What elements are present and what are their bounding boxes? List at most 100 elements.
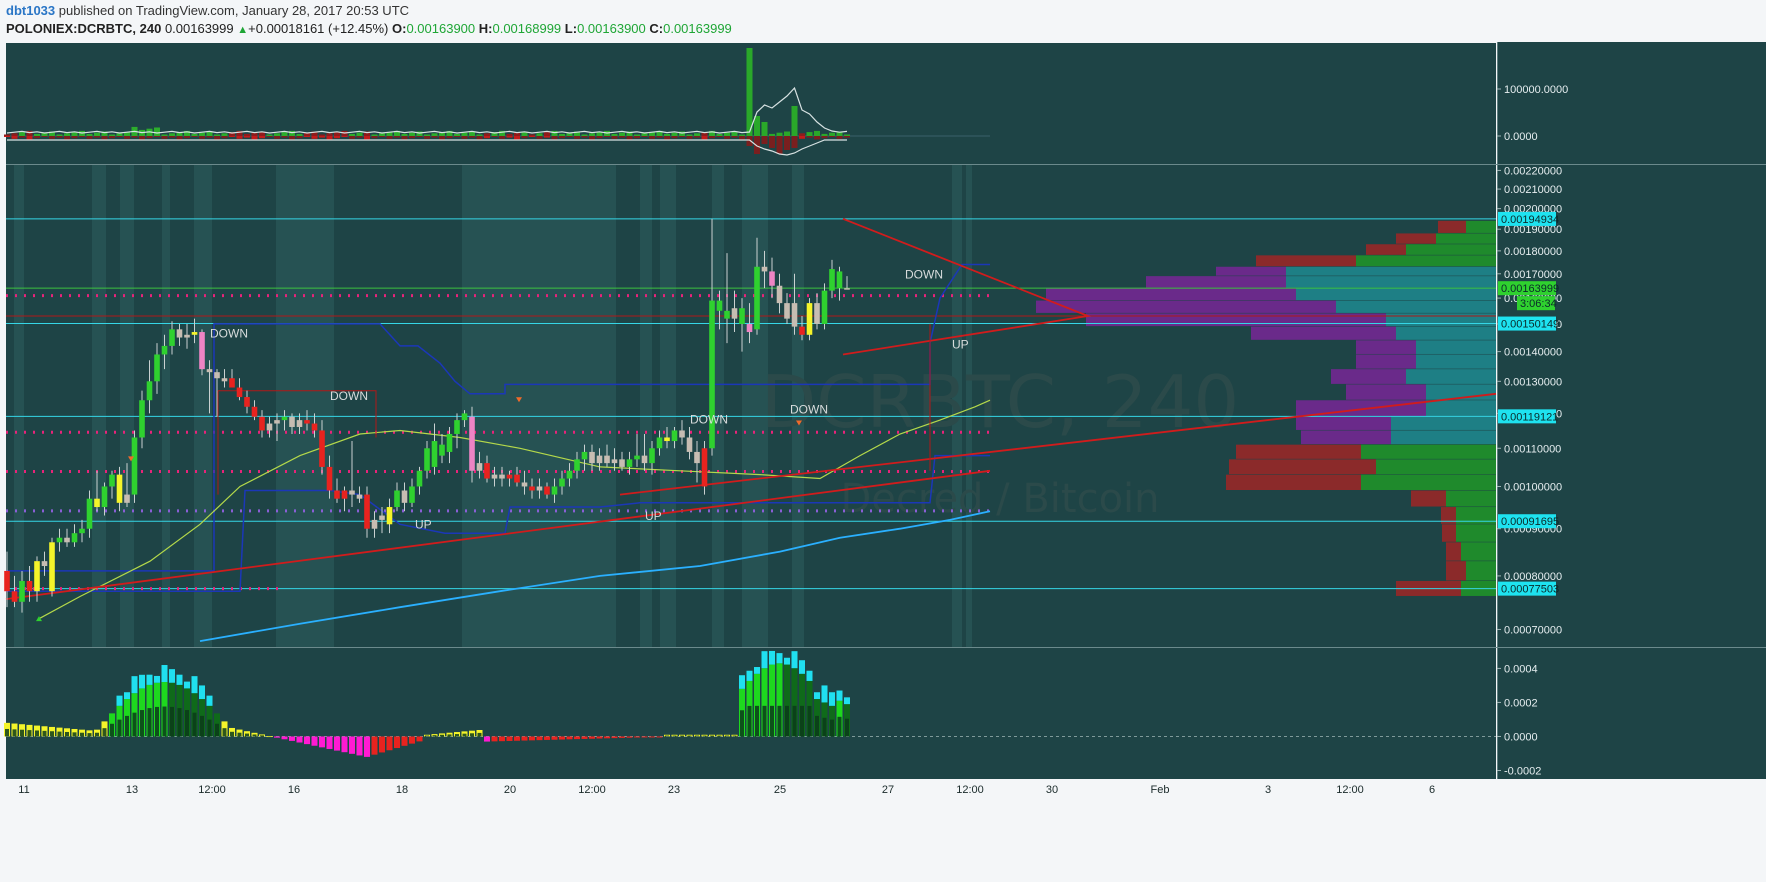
candle-body[interactable] — [754, 266, 760, 330]
candle-body[interactable] — [521, 482, 528, 487]
candle-body[interactable] — [131, 437, 138, 495]
candle-body[interactable] — [259, 416, 265, 431]
candle-body[interactable] — [101, 486, 108, 508]
candle-body[interactable] — [634, 455, 640, 460]
candle-body[interactable] — [86, 498, 93, 529]
candle-body[interactable] — [244, 397, 250, 407]
candle-body[interactable] — [154, 354, 160, 382]
candle-body[interactable] — [4, 570, 10, 592]
candle-body[interactable] — [806, 303, 813, 335]
candle-body[interactable] — [619, 459, 625, 467]
candle-body[interactable] — [214, 372, 220, 379]
candle-body[interactable] — [56, 537, 63, 543]
candle-body[interactable] — [536, 486, 543, 491]
candle-body[interactable] — [836, 271, 843, 289]
candle-body[interactable] — [731, 308, 738, 319]
candle-body[interactable] — [484, 463, 490, 479]
candle-body[interactable] — [469, 416, 475, 471]
candle-body[interactable] — [251, 406, 258, 417]
candle-body[interactable] — [326, 466, 333, 491]
candle-body[interactable] — [679, 430, 685, 438]
candle-body[interactable] — [424, 448, 430, 471]
candle-body[interactable] — [296, 420, 303, 427]
candle-body[interactable] — [289, 416, 295, 427]
candle-body[interactable] — [649, 448, 655, 464]
candle-body[interactable] — [664, 437, 670, 442]
candle-body[interactable] — [334, 490, 340, 499]
candle-body[interactable] — [341, 490, 348, 499]
candle-body[interactable] — [34, 561, 40, 592]
candle-body[interactable] — [589, 451, 595, 464]
candle-body[interactable] — [11, 591, 18, 602]
candle-body[interactable] — [266, 423, 273, 431]
candle-body[interactable] — [349, 490, 355, 495]
candle-body[interactable] — [686, 437, 693, 452]
candle-body[interactable] — [281, 416, 288, 421]
candle-body[interactable] — [71, 533, 78, 543]
candle-body[interactable] — [199, 332, 205, 370]
candle-body[interactable] — [746, 323, 753, 333]
candle-body[interactable] — [139, 400, 145, 438]
chart-canvas[interactable]: DCRBTC, 240 Decred / Bitcoin DOWN DOWN UP D… — [0, 42, 1766, 882]
candle-body[interactable] — [229, 378, 235, 388]
candle-body[interactable] — [379, 515, 385, 520]
candle-body[interactable] — [124, 494, 130, 503]
candle-body[interactable] — [626, 459, 633, 467]
candle-body[interactable] — [274, 420, 280, 424]
candle-body[interactable] — [784, 303, 790, 319]
candle-body[interactable] — [574, 459, 580, 471]
candle-body[interactable] — [544, 486, 550, 495]
candle-body[interactable] — [761, 266, 768, 272]
candle-body[interactable] — [461, 413, 468, 421]
candle-body[interactable] — [371, 519, 378, 529]
candle-body[interactable] — [716, 300, 723, 311]
candle-body[interactable] — [319, 430, 325, 467]
candle-body[interactable] — [844, 288, 850, 290]
candle-body[interactable] — [161, 345, 168, 355]
candle-body[interactable] — [559, 478, 565, 487]
candle-body[interactable] — [596, 455, 603, 464]
candle-body[interactable] — [476, 463, 483, 471]
candle-body[interactable] — [191, 332, 198, 335]
candle-body[interactable] — [94, 498, 100, 508]
candle-body[interactable] — [701, 448, 708, 487]
candle-body[interactable] — [26, 580, 33, 592]
candle-body[interactable] — [499, 474, 505, 479]
candle-body[interactable] — [581, 451, 588, 460]
candle-body[interactable] — [146, 381, 153, 401]
candle-body[interactable] — [176, 329, 183, 338]
candle-body[interactable] — [64, 537, 70, 543]
candle-body[interactable] — [206, 369, 213, 373]
candle-body[interactable] — [41, 561, 48, 567]
candle-body[interactable] — [529, 486, 535, 491]
candle-body[interactable] — [776, 285, 783, 304]
candle-body[interactable] — [799, 326, 805, 335]
candle-body[interactable] — [401, 490, 408, 503]
candle-body[interactable] — [829, 269, 835, 291]
author-link[interactable]: dbt1033 — [6, 3, 56, 18]
candle-body[interactable] — [694, 451, 700, 464]
candle-body[interactable] — [304, 420, 310, 424]
candle-body[interactable] — [409, 486, 415, 503]
candle-body[interactable] — [604, 455, 610, 464]
candle-body[interactable] — [364, 494, 370, 529]
candle-body[interactable] — [79, 528, 85, 534]
candle-body[interactable] — [19, 580, 25, 602]
candle-body[interactable] — [416, 470, 423, 487]
candle-body[interactable] — [814, 303, 820, 324]
candle-body[interactable] — [439, 444, 445, 456]
candle-body[interactable] — [394, 490, 400, 508]
candle-body[interactable] — [116, 474, 123, 503]
candle-body[interactable] — [611, 459, 618, 464]
candle-body[interactable] — [184, 334, 190, 338]
candle-body[interactable] — [641, 455, 648, 464]
candle-body[interactable] — [791, 303, 798, 327]
candle-body[interactable] — [109, 474, 115, 487]
candle-body[interactable] — [506, 474, 513, 479]
candle-body[interactable] — [386, 507, 393, 525]
candle-body[interactable] — [311, 423, 318, 431]
candle-body[interactable] — [221, 378, 228, 382]
candle-body[interactable] — [821, 290, 828, 324]
candle-body[interactable] — [236, 387, 243, 398]
candle-body[interactable] — [49, 542, 55, 592]
